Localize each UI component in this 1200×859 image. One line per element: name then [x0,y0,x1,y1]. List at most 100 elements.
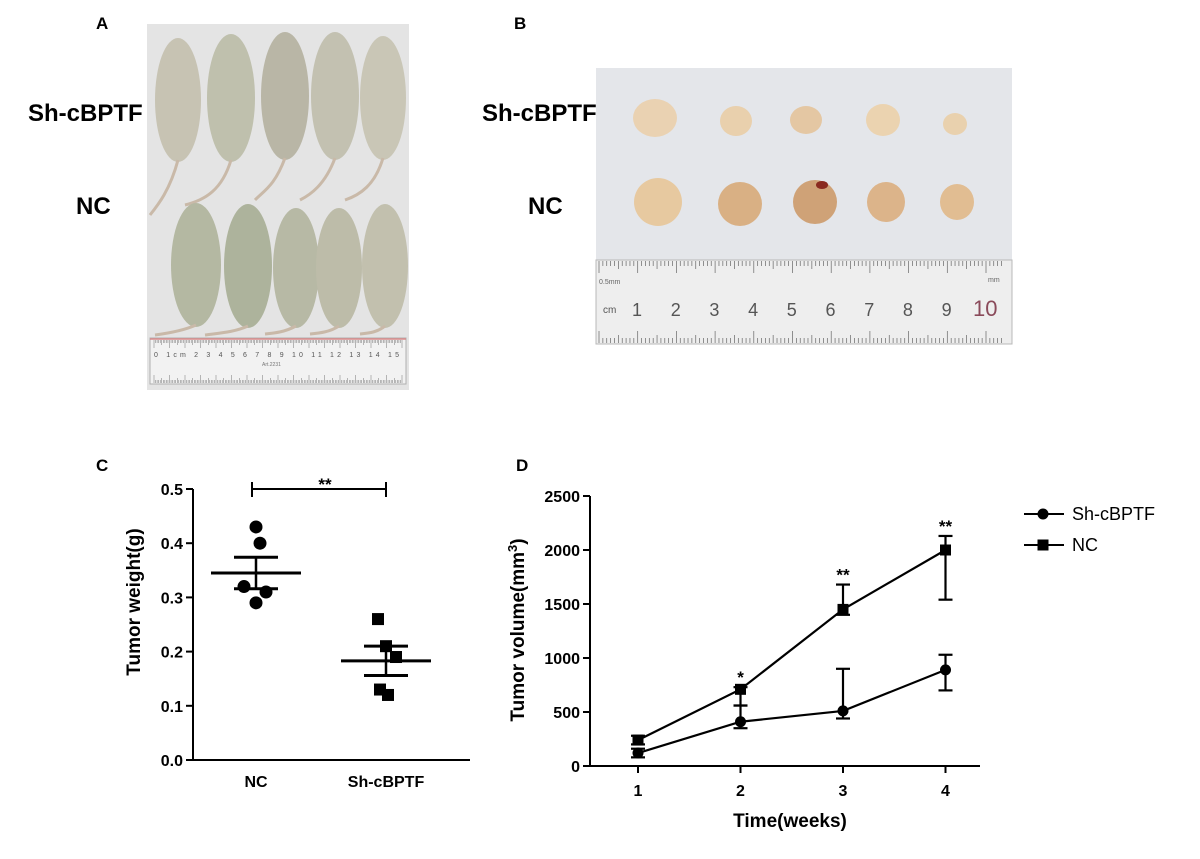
tumor-top-4 [866,104,900,136]
chart-d-point-sh-cbptf [735,716,746,728]
ruler-b-number: 1 [632,300,642,320]
chart-c-ytick-label: 0.2 [161,645,183,662]
chart-d-xtick-label: 1 [634,783,643,800]
chart-d-ytick-label: 2500 [544,489,580,506]
mouse-bottom-2 [224,204,272,328]
chart-c-points [237,520,402,701]
chart-c-xtick-label: NC [244,774,268,791]
mice-row-top [148,32,406,216]
mouse-bottom-1 [171,203,221,327]
chart-d-legend: Sh-cBPTF NC [1024,504,1155,555]
tail-top-5 [344,157,385,202]
mice-row-bottom [154,203,408,337]
legend-marker-shcbptf [1037,508,1049,520]
ruler-b-number: 3 [709,300,719,320]
panel-letter-b: B [514,14,527,33]
panel-letter-c: C [96,456,109,475]
chart-c-sig-stars: ** [318,475,332,494]
panel-letter-a: A [96,14,109,33]
chart-c-ytick-label: 0.0 [161,753,183,770]
ruler-a-text: 0 1cm 2 3 4 5 6 7 8 9 10 11 12 13 14 15 [154,352,399,359]
mouse-top-2 [207,34,255,162]
ruler-b-body [595,259,1013,345]
tumor-top-5 [943,113,967,135]
ruler-b-ticks [598,261,1002,343]
photo-a-ruler: 0 1cm 2 3 4 5 6 7 8 9 10 11 12 13 14 15 … [149,337,407,385]
tumor-row-top [633,99,967,137]
chart-d-ytick-label: 2000 [544,543,580,560]
ruler-b-small-right: mm [988,277,1000,284]
photo-b-tumors: 0.5mm mm cm 1 2 3 4 5 6 7 8 9 10 [595,68,1013,345]
chart-c-point-sh-cbptf [382,688,394,701]
tail-bottom-2 [204,324,249,337]
tail-top-3 [253,157,287,202]
chart-c-point-nc [237,580,251,594]
mouse-top-5 [360,36,406,160]
photo-a-label-shcbptf: Sh-cBPTF [28,100,143,127]
mouse-bottom-5 [362,204,408,328]
chart-d-ylabel: Tumor volume(mm3) [505,538,530,721]
panel-letter-d: D [516,456,529,475]
chart-c-point-sh-cbptf [372,613,384,626]
legend-label-nc: NC [1072,535,1098,555]
chart-c-axes [192,489,470,761]
tail-bottom-5 [359,324,386,336]
chart-d-line-nc [637,549,947,742]
chart-d-point-nc [940,544,951,556]
chart-d-ytick-label: 500 [553,705,580,722]
photo-b-label-nc: NC [528,193,563,220]
chart-d-xtick-label: 3 [839,783,848,800]
mouse-bottom-4 [316,208,362,328]
chart-c-ytick-label: 0.4 [161,536,183,553]
chart-c-ytick-label: 0.3 [161,590,183,607]
tumor-bottom-3 [793,180,837,224]
ruler-b-small-left: 0.5mm [599,279,621,286]
mouse-top-4 [311,32,359,160]
chart-d-xtick-label: 4 [941,783,950,800]
chart-d-sig-stars: * [737,668,744,687]
ruler-b-number: 7 [864,300,874,320]
chart-d-series [631,534,953,759]
chart-c-ytick-label: 0.1 [161,699,183,716]
legend-label-shcbptf: Sh-cBPTF [1072,504,1155,524]
mouse-bottom-3 [273,208,319,328]
chart-d-line-sh-cbptf [637,668,946,755]
ruler-b-number: 4 [748,300,758,320]
tumor-top-1 [633,99,677,137]
photo-b-label-shcbptf: Sh-cBPTF [482,100,597,127]
chart-d-ytick-label: 1500 [544,597,580,614]
photo-b-ruler: 0.5mm mm cm 1 2 3 4 5 6 7 8 9 10 [595,259,1013,345]
chart-d-point-sh-cbptf [837,705,849,717]
ruler-b-numbers: 1 2 3 4 5 6 7 8 9 10 [632,296,998,321]
mouse-top-3 [261,32,309,160]
tumor-bottom-1 [634,178,682,226]
tail-bottom-1 [154,323,197,337]
chart-d-axes [589,496,980,767]
photo-a-mice: 0 1cm 2 3 4 5 6 7 8 9 10 11 12 13 14 15 … [147,24,409,390]
ruler-b-number: 10 [973,296,997,321]
chart-d-sig-stars: ** [939,517,953,536]
chart-c-point-nc [249,520,263,534]
photo-a-label-nc: NC [76,193,111,220]
chart-d-sig-stars: ** [836,566,850,585]
ruler-b-unit: cm [603,305,616,316]
tumor-bottom-2 [718,182,762,226]
tumor-blood-spot [816,181,828,189]
chart-d-ylabel-sup: 3 [505,545,520,552]
tail-bottom-3 [264,324,297,336]
mouse-top-1 [155,38,201,162]
ruler-b-number: 5 [787,300,797,320]
chart-c-point-nc [253,536,267,550]
chart-d-point-nc [837,603,849,615]
chart-d-ytick-label: 0 [571,759,580,776]
ruler-b-number: 8 [903,300,913,320]
chart-d-ticks: 0 500 1000 1500 2000 2500 1 2 3 4 [544,489,950,800]
ruler-b-number: 6 [825,300,835,320]
tail-bottom-4 [309,324,340,336]
chart-d-point-nc [632,734,644,746]
tumor-bottom-4 [867,182,905,222]
chart-d-ytick-label: 1000 [544,651,580,668]
ruler-b-number: 9 [942,300,952,320]
